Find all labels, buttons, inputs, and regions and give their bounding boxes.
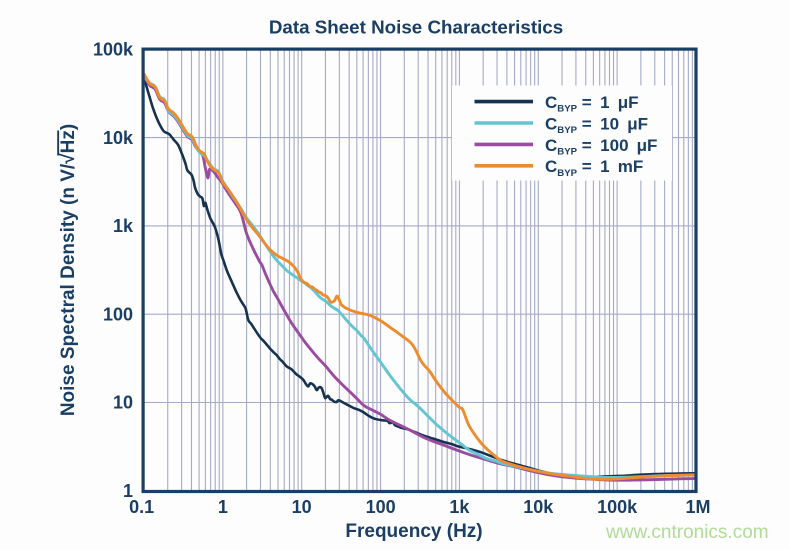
svg-text:100: 100	[366, 497, 396, 517]
svg-text:www.cntronics.com: www.cntronics.com	[605, 522, 769, 543]
svg-text:10: 10	[292, 497, 312, 517]
svg-text:100: 100	[103, 304, 133, 324]
svg-text:Frequency (Hz): Frequency (Hz)	[345, 521, 482, 542]
svg-text:1: 1	[218, 497, 228, 517]
svg-text:100k: 100k	[93, 40, 134, 60]
svg-text:1M: 1M	[685, 497, 710, 517]
svg-text:Noise Spectral Density (n V/√H: Noise Spectral Density (n V/√Hz)	[58, 124, 79, 416]
svg-text:0.1: 0.1	[129, 497, 154, 517]
svg-text:Data Sheet Noise Characteristi: Data Sheet Noise Characteristics	[269, 17, 563, 38]
svg-text:10: 10	[113, 393, 133, 413]
svg-text:10k: 10k	[523, 497, 554, 517]
svg-text:1k: 1k	[449, 497, 470, 517]
svg-text:10k: 10k	[103, 128, 134, 148]
svg-text:100k: 100k	[597, 497, 638, 517]
svg-text:1k: 1k	[113, 216, 134, 236]
svg-text:1: 1	[123, 481, 133, 501]
